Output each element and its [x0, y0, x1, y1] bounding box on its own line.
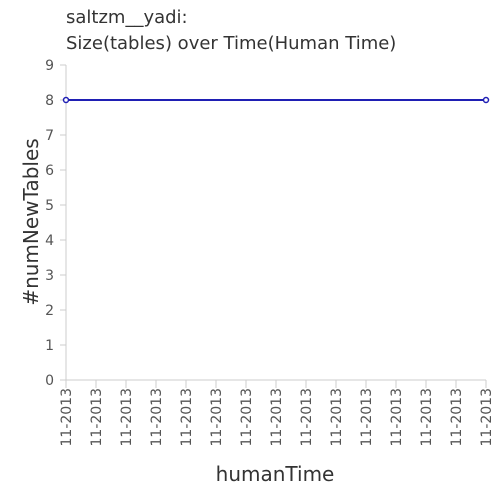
y-tick-label: 1: [45, 338, 54, 354]
grid: [65, 380, 487, 388]
y-tick-label: 8: [45, 93, 54, 109]
x-tick-label: 11-2013: [239, 388, 255, 447]
data-point: [62, 96, 70, 104]
chart-title: saltzm__yadi:: [66, 7, 188, 28]
x-tick-label: 11-2013: [89, 388, 105, 447]
y-tick-label: 0: [45, 373, 54, 389]
x-tick-label: 11-2013: [299, 388, 315, 447]
axes: [65, 65, 486, 381]
x-tick-label: 11-2013: [329, 388, 345, 447]
y-tick-label: 7: [45, 128, 54, 144]
data-point: [482, 96, 490, 104]
series-layer: [62, 96, 490, 104]
y-tick-label: 3: [45, 268, 54, 284]
x-tick-label: 11-2013: [209, 388, 225, 447]
chart-subtitle: Size(tables) over Time(Human Time): [66, 33, 397, 54]
x-tick-label: 11-2013: [449, 388, 465, 447]
x-tick-label: 11-2013: [179, 388, 195, 447]
x-tick-label: 11-2013: [149, 388, 165, 447]
x-tick-label: 11-2013: [389, 388, 405, 447]
x-tick-label: 11-2013: [269, 388, 285, 447]
y-tick-label: 2: [45, 303, 54, 319]
y-tick-label: 5: [45, 198, 54, 214]
x-axis-ticks: 11-2013 11-2013 11-2013 11-2013 11-2013 11-20…: [59, 388, 495, 447]
y-tick-label: 6: [45, 163, 54, 179]
y-tick-label: 9: [45, 58, 54, 74]
x-tick-label: 11-2013: [479, 388, 495, 447]
y-axis-ticks: 0 1 2 3 4 5 6 7 8 9: [45, 58, 66, 389]
x-tick-label: 11-2013: [119, 388, 135, 447]
x-tick-label: 11-2013: [59, 388, 75, 447]
x-tick-label: 11-2013: [359, 388, 375, 447]
y-axis-label: #numNewTables: [19, 138, 43, 305]
x-axis-label: humanTime: [216, 462, 335, 486]
x-tick-label: 11-2013: [419, 388, 435, 447]
y-tick-label: 4: [45, 233, 54, 249]
